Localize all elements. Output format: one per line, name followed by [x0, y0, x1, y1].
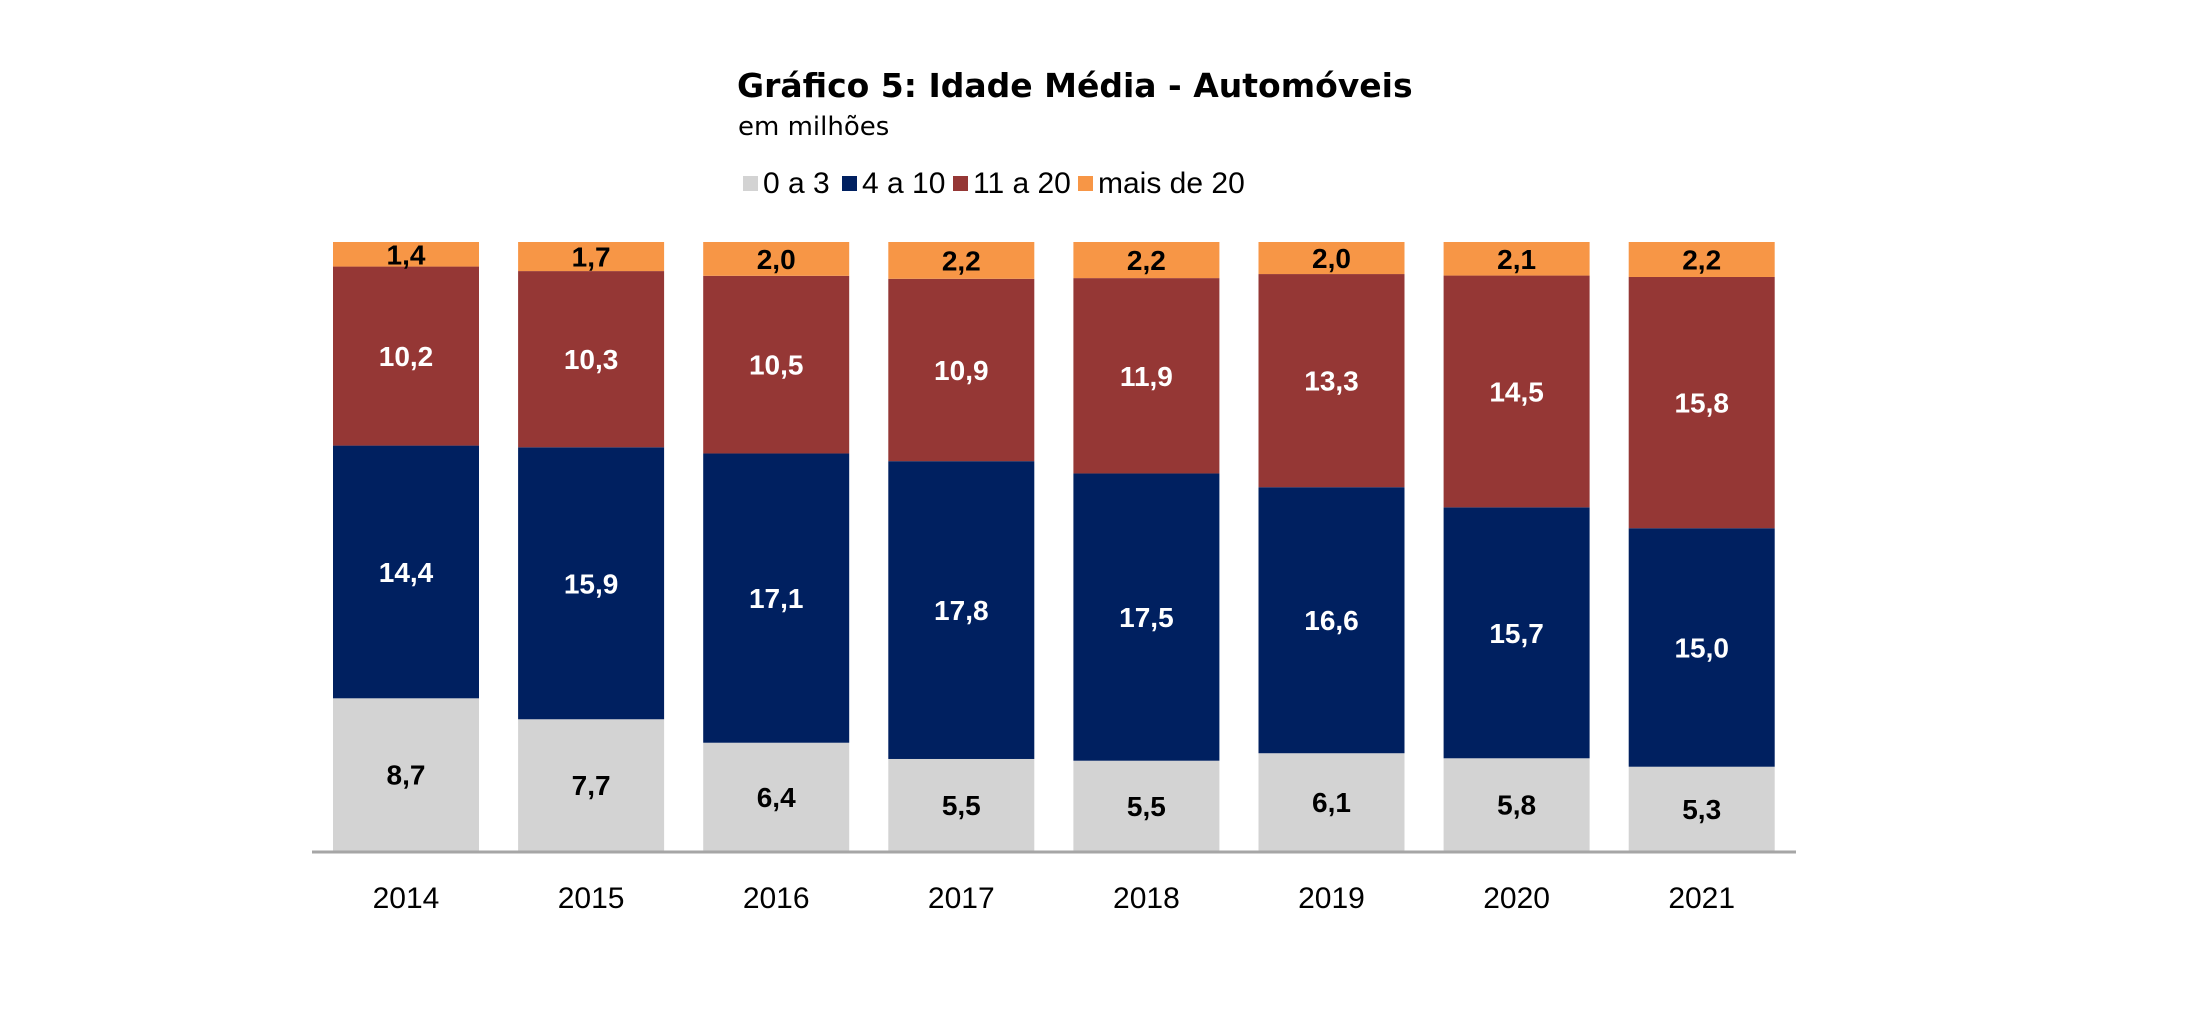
bar-segment-2015-2 [518, 271, 665, 448]
bar-segment-2017-1 [888, 461, 1035, 759]
data-label: 5,5 [1127, 791, 1166, 822]
data-label: 2,2 [1127, 245, 1166, 276]
x-tick-label: 2015 [558, 882, 625, 915]
bar-segment-2016-3 [703, 242, 850, 276]
data-label: 15,9 [564, 568, 619, 599]
data-label: 14,4 [379, 557, 434, 588]
bar-segment-2021-3 [1628, 242, 1775, 277]
bar-segment-2020-0 [1443, 758, 1590, 851]
data-label: 5,3 [1682, 794, 1721, 825]
x-tick-label: 2020 [1483, 882, 1550, 915]
bar-segment-2020-1 [1443, 507, 1590, 759]
legend-swatch [743, 176, 758, 191]
x-tick-labels: 2014 2015 2016 2017 2018 2019 2020 2021 [373, 882, 1735, 915]
x-tick-label: 2016 [743, 882, 810, 915]
bar-segment-2014-3 [333, 242, 479, 267]
data-label: 10,9 [934, 355, 989, 386]
bar-segment-2015-1 [518, 447, 665, 720]
bar-segment-2021-1 [1628, 528, 1775, 767]
bar-segment-2018-1 [1073, 473, 1220, 761]
legend-label: 4 a 10 [862, 167, 945, 200]
data-label: 2,2 [942, 245, 981, 276]
chart-subtitle: em milhões [738, 112, 889, 142]
bar-segment-2016-2 [703, 275, 850, 454]
x-tick-label: 2018 [1113, 882, 1180, 915]
legend: 0 a 3 4 a 10 11 a 20 mais de 20 [743, 167, 1245, 200]
data-label: 1,7 [572, 242, 611, 273]
bar-segment-2021-2 [1628, 276, 1775, 529]
data-label: 2,0 [1312, 243, 1351, 274]
bar-segment-2016-0 [703, 742, 850, 851]
data-label: 16,6 [1304, 605, 1359, 636]
bar-segment-2017-2 [888, 278, 1035, 462]
data-label: 15,0 [1674, 632, 1729, 663]
data-label: 8,7 [387, 760, 426, 791]
data-label: 17,8 [934, 595, 989, 626]
data-label: 10,2 [379, 341, 434, 372]
x-tick-label: 2014 [373, 882, 440, 915]
bar-segment-2020-2 [1443, 275, 1590, 508]
bar-segment-2015-0 [518, 719, 665, 851]
data-label: 1,4 [387, 239, 426, 270]
bar-segment-2021-0 [1628, 766, 1775, 851]
bar-segment-2018-2 [1073, 278, 1220, 474]
data-label: 13,3 [1304, 366, 1359, 397]
bar-segment-2019-2 [1258, 274, 1405, 488]
data-label: 5,8 [1497, 790, 1536, 821]
bar-segment-2019-0 [1258, 753, 1405, 851]
bar-segment-2016-1 [703, 453, 850, 743]
data-label: 10,5 [749, 350, 804, 381]
bar-segment-2014-0 [333, 698, 479, 851]
data-label: 14,5 [1489, 376, 1544, 407]
data-label: 15,7 [1489, 618, 1544, 649]
bar-segment-2018-0 [1073, 760, 1220, 851]
bar-segment-2020-3 [1443, 242, 1590, 276]
bar-segment-2014-2 [333, 266, 479, 446]
legend-swatch [842, 176, 857, 191]
bar-segment-2019-1 [1258, 487, 1405, 754]
legend-swatch [1078, 176, 1093, 191]
data-label: 10,3 [564, 344, 619, 375]
data-label: 17,5 [1119, 602, 1174, 633]
x-tick-label: 2017 [928, 882, 995, 915]
legend-label: mais de 20 [1098, 167, 1245, 200]
bar-segment-2018-3 [1073, 242, 1220, 279]
data-label: 2,0 [757, 244, 796, 275]
x-tick-label: 2021 [1668, 882, 1735, 915]
bar-segment-2014-1 [333, 445, 479, 699]
data-label: 5,5 [942, 790, 981, 821]
bar-segment-2015-3 [518, 242, 665, 272]
x-tick-label: 2019 [1298, 882, 1365, 915]
data-label: 6,1 [1312, 787, 1351, 818]
data-label: 17,1 [749, 583, 804, 614]
legend-label: 0 a 3 [763, 167, 830, 200]
data-labels: 8,7 14,4 10,2 1,4 7,7 15,9 10,3 1,7 6,4 17,1 10,5 2… [379, 239, 1729, 825]
data-label: 2,2 [1682, 244, 1721, 275]
data-label: 7,7 [572, 770, 611, 801]
data-label: 15,8 [1674, 388, 1729, 419]
data-label: 2,1 [1497, 244, 1536, 275]
bar-segment-2017-0 [888, 758, 1035, 851]
legend-label: 11 a 20 [973, 167, 1071, 200]
data-label: 11,9 [1120, 361, 1173, 392]
data-label: 6,4 [757, 782, 796, 813]
bar-segment-2019-3 [1258, 242, 1405, 275]
bars [333, 242, 1775, 851]
legend-swatch [953, 176, 968, 191]
bar-segment-2017-3 [888, 242, 1035, 279]
chart-title: Gráfico 5: Idade Média - Automóveis [737, 66, 1413, 105]
